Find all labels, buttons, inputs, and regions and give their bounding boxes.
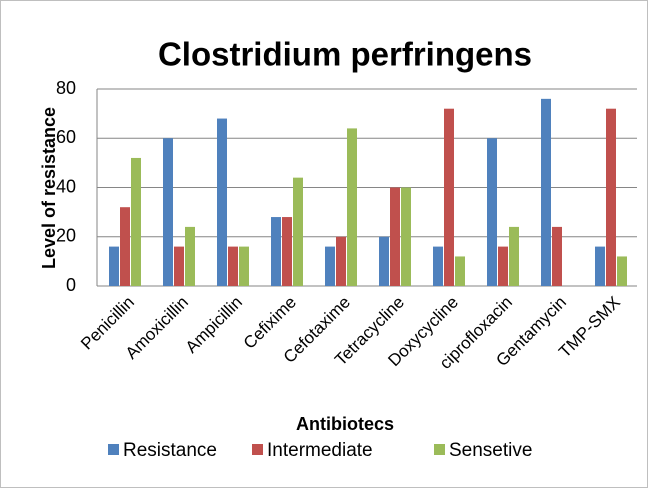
bar [509,226,519,286]
bar [109,246,119,286]
bar [185,226,195,286]
chart-title: Clostridium perfringens [158,36,532,73]
bar [282,217,292,286]
legend-label: Resistance [123,440,217,461]
y-tick-label: 0 [66,275,76,295]
bar [487,138,497,286]
bar [401,187,411,286]
bar [325,246,335,286]
bar [433,246,443,286]
bar [498,246,508,286]
bar [336,236,346,286]
bar [228,246,238,286]
legend-swatch [434,444,445,455]
bar [552,226,562,286]
legend-swatch [108,444,119,455]
bar [606,108,616,286]
bar [379,236,389,286]
bar [239,246,249,286]
legend-label: Intermediate [267,440,373,461]
bar [163,138,173,286]
legend-label: Sensetive [449,440,532,461]
y-tick-label: 80 [56,78,76,98]
x-axis-label: Antibiotecs [296,414,394,434]
y-tick-label: 20 [56,226,76,246]
bar [617,256,627,286]
bar [174,246,184,286]
legend-swatch [252,444,263,455]
bar [541,98,551,286]
bar [455,256,465,286]
bar [293,177,303,286]
bar [120,207,130,286]
bar [444,108,454,286]
bar [131,157,141,286]
bar [271,217,281,286]
y-tick-label: 60 [56,127,76,147]
y-axis-label: Level of resistance [39,107,59,269]
bar [217,118,227,286]
bar [595,246,605,286]
y-tick-label: 40 [56,176,76,196]
bar [347,128,357,286]
bar [390,187,400,286]
